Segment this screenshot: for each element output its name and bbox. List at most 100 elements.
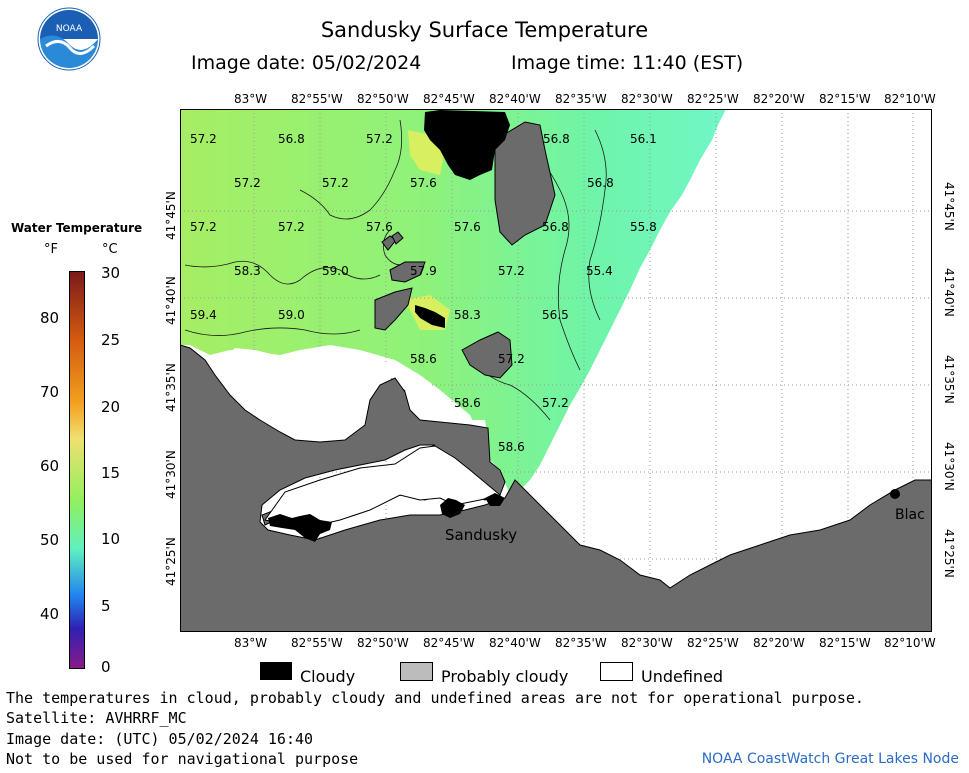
temperature-map: 57.2 56.8 57.2 56.8 56.1 57.2 57.2 57.6 … <box>180 109 932 632</box>
temp-label: 57.6 <box>410 176 437 190</box>
cloudy-label: Cloudy <box>300 667 356 686</box>
lon-label-bottom: 82°45'W <box>423 636 475 650</box>
probably-cloudy-label: Probably cloudy <box>441 667 569 686</box>
temp-label: 57.2 <box>498 264 525 278</box>
f-tick: 50 <box>40 531 60 549</box>
lon-label-top: 82°45'W <box>423 92 475 106</box>
c-tick: 10 <box>101 530 121 548</box>
probably-cloudy-area <box>391 231 404 245</box>
legend-title: Water Temperature <box>11 221 143 235</box>
temp-label: 58.3 <box>234 264 261 278</box>
lon-label-top: 82°55'W <box>291 92 343 106</box>
lat-label-left: 41°25'N <box>164 537 178 586</box>
f-tick: 60 <box>40 457 60 475</box>
page-title: Sandusky Surface Temperature <box>320 18 649 42</box>
probably-cloudy-area <box>389 261 426 283</box>
noaa-logo-text: NOAA <box>56 24 83 34</box>
temp-label: 58.6 <box>454 396 481 410</box>
lat-label-left: 41°35'N <box>164 363 178 412</box>
place-label-sandusky: Sandusky <box>445 526 517 544</box>
lon-label-bottom: 82°30'W <box>621 636 673 650</box>
lon-label-top: 82°35'W <box>555 92 607 106</box>
disclaimer: The temperatures in cloud, probably clou… <box>6 689 864 707</box>
image-date: Image date: 05/02/2024 <box>191 52 422 74</box>
place-label-black-river: Blac <box>895 507 925 523</box>
temp-label: 55.4 <box>586 264 613 278</box>
color-scale-bar <box>69 271 85 669</box>
temp-label: 59.0 <box>322 264 349 278</box>
lat-label-right: 41°45'N <box>942 182 956 231</box>
temp-label: 57.2 <box>542 396 569 410</box>
lat-label-right: 41°35'N <box>942 355 956 404</box>
probably-cloudy-swatch <box>400 662 433 681</box>
undefined-area <box>215 347 490 458</box>
lat-label-left: 41°45'N <box>164 191 178 240</box>
c-tick: 20 <box>101 398 121 416</box>
satellite-info: Satellite: AVHRRF_MC <box>6 709 187 727</box>
temp-label: 58.6 <box>498 440 525 454</box>
lon-label-bottom: 82°10'W <box>884 636 936 650</box>
lat-label-right: 41°40'N <box>942 268 956 317</box>
nav-warning: Not to be used for navigational purpose <box>6 750 359 768</box>
temp-label: 55.8 <box>630 220 657 234</box>
lon-label-top: 83°W <box>234 92 268 106</box>
temp-label: 57.2 <box>366 132 393 146</box>
noaa-logo: NOAA <box>37 7 101 71</box>
legend-unit-c: °C <box>102 242 118 257</box>
lat-label-left: 41°30'N <box>164 450 178 499</box>
temp-label: 57.2 <box>278 220 305 234</box>
temp-label: 57.2 <box>322 176 349 190</box>
cloudy-area <box>424 110 510 180</box>
map-frame <box>180 109 932 632</box>
lon-label-top: 82°10'W <box>884 92 936 106</box>
temp-label: 56.8 <box>543 132 570 146</box>
temp-label: 56.5 <box>542 308 569 322</box>
lon-label-top: 82°30'W <box>621 92 673 106</box>
lon-label-top: 82°15'W <box>819 92 871 106</box>
c-tick: 30 <box>101 264 121 282</box>
undefined-swatch <box>600 662 633 681</box>
cloudy-swatch <box>260 662 292 680</box>
lon-label-bottom: 82°55'W <box>291 636 343 650</box>
c-tick: 0 <box>101 658 111 676</box>
temperature-labels: 57.2 56.8 57.2 56.8 56.1 57.2 57.2 57.6 … <box>190 132 657 454</box>
temp-label: 57.9 <box>410 264 437 278</box>
lon-label-bottom: 82°35'W <box>555 636 607 650</box>
image-time: Image time: 11:40 (EST) <box>511 52 744 74</box>
c-tick: 25 <box>101 331 121 349</box>
temp-label: 57.2 <box>498 352 525 366</box>
probably-cloudy-area <box>374 287 413 331</box>
undefined-label: Undefined <box>641 667 724 686</box>
cloudy-area <box>501 121 509 129</box>
temp-label: 56.8 <box>587 176 614 190</box>
temp-label: 57.2 <box>190 132 217 146</box>
temp-label: 57.2 <box>190 220 217 234</box>
temp-label: 57.6 <box>454 220 481 234</box>
temp-label: 57.2 <box>234 176 261 190</box>
lon-label-bottom: 82°20'W <box>753 636 805 650</box>
temp-label: 56.1 <box>630 132 657 146</box>
credit-link[interactable]: NOAA CoastWatch Great Lakes Node <box>701 751 959 767</box>
legend-unit-f: °F <box>44 242 58 257</box>
c-tick: 5 <box>101 597 111 615</box>
temp-label: 58.3 <box>454 308 481 322</box>
lat-label-right: 41°30'N <box>942 442 956 491</box>
temp-label: 57.6 <box>366 220 393 234</box>
water-temperature-area <box>180 109 726 495</box>
temp-label: 59.4 <box>190 308 217 322</box>
c-tick: 15 <box>101 464 121 482</box>
f-tick: 40 <box>40 605 60 623</box>
lon-label-top: 82°25'W <box>687 92 739 106</box>
probably-cloudy-area <box>461 331 513 379</box>
cloudy-area <box>415 305 445 328</box>
undefined-area <box>264 445 502 528</box>
cloudy-area <box>268 514 332 542</box>
temp-label: 59.0 <box>278 308 305 322</box>
lon-label-top: 82°50'W <box>357 92 409 106</box>
f-tick: 70 <box>40 383 60 401</box>
lat-label-right: 41°25'N <box>942 529 956 578</box>
lon-label-top: 82°20'W <box>753 92 805 106</box>
cloudy-area <box>890 489 900 499</box>
temp-label: 58.6 <box>410 352 437 366</box>
temp-label: 56.8 <box>278 132 305 146</box>
